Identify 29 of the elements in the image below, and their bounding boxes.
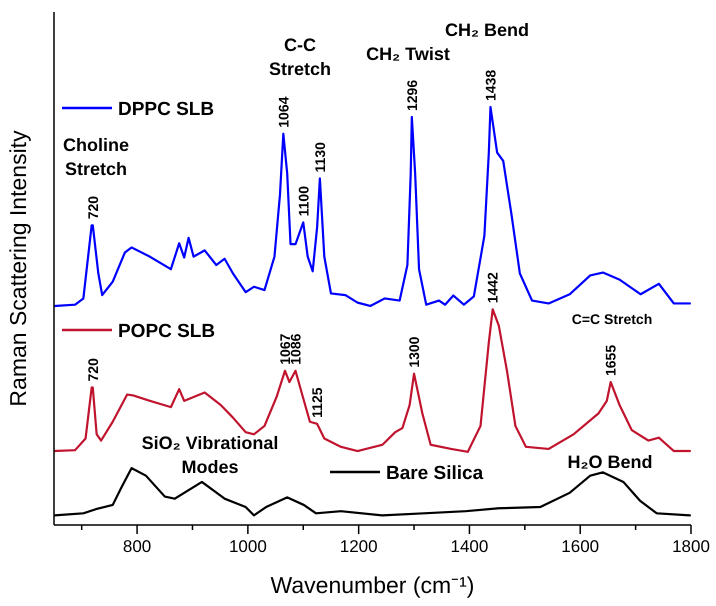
annotation: 1655 (602, 344, 619, 376)
x-axis-title: Wavenumber (cm⁻¹) (270, 572, 474, 598)
x-tick-label: 1400 (450, 537, 488, 556)
annotation: SiO₂ Vibrational Modes (142, 433, 278, 477)
legend-label: DPPC SLB (118, 99, 214, 120)
annotation: 1300 (406, 336, 422, 368)
x-tick-label: 1800 (672, 537, 710, 556)
text: CH₂ Bend (445, 20, 529, 40)
annotation: 1442 (484, 272, 501, 304)
annotation: C=C Stretch (572, 311, 652, 327)
text: CH₂ Twist (366, 44, 450, 64)
x-tick-label: 800 (122, 537, 152, 556)
annotation: Choline Stretch (63, 135, 129, 179)
annotation: 1100 (295, 186, 312, 216)
annotation: 1296 (404, 80, 420, 112)
legend-label: Bare Silica (386, 463, 484, 484)
y-axis-title: Raman Scattering Intensity (5, 130, 31, 407)
legend-label: POPC SLB (118, 321, 216, 342)
annotation: 1064 (275, 96, 292, 128)
text: C-C Stretch (268, 35, 332, 79)
annotation: 1130 (312, 142, 328, 172)
x-tick-label: 1200 (340, 537, 378, 556)
x-tick-label: 1600 (561, 537, 600, 556)
annotation: 720 (84, 196, 101, 220)
annotation: 1438 (482, 70, 498, 101)
annotation: 1125 (309, 387, 326, 418)
x-tick-label: 1000 (228, 537, 267, 556)
annotation: H₂O Bend (568, 452, 652, 472)
annotation: 720 (84, 358, 101, 382)
